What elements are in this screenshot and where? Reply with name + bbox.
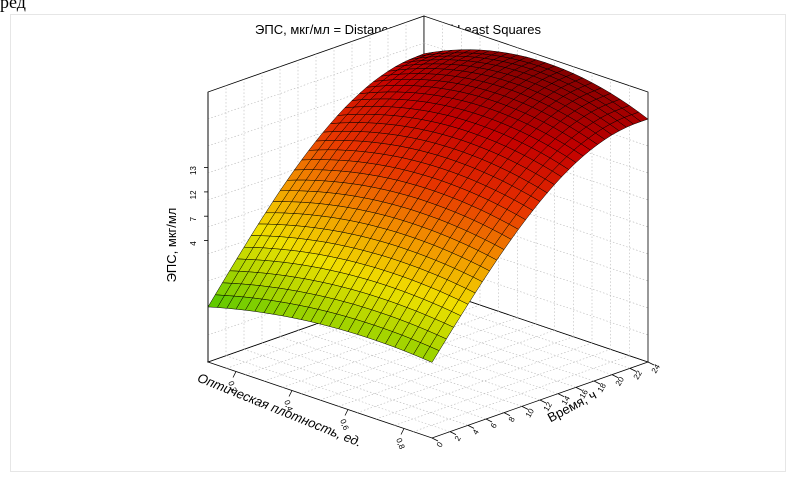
z-tick-label: 7 [189, 216, 198, 221]
z-axis-label: ЭПС, мкг/мл [164, 208, 179, 283]
grid-line [243, 349, 469, 426]
z-tick-label: 12 [189, 190, 198, 199]
grid-line [225, 355, 451, 432]
y-tick-label: 6 [489, 421, 499, 430]
y-tick [629, 367, 637, 372]
z-tick-label: 13 [189, 166, 198, 175]
y-tick [449, 431, 457, 436]
x-tick-label: 0,2 [226, 380, 238, 394]
y-tick-label: 4 [471, 427, 481, 436]
x-tick [400, 428, 405, 435]
y-tick [539, 399, 547, 404]
y-tick [647, 361, 655, 366]
grid-line [279, 336, 505, 413]
y-tick [467, 424, 475, 429]
x-tick [288, 390, 293, 397]
y-tick-label: 2 [453, 434, 463, 443]
y-tick [503, 412, 511, 417]
surface-mesh [207, 49, 649, 363]
z-tick-label: 4 [189, 241, 198, 246]
y-tick-label: 0 [435, 440, 445, 449]
y-tick [521, 405, 529, 410]
y-tick [485, 418, 493, 423]
x-tick-label: 0,6 [338, 418, 350, 432]
y-tick [611, 374, 619, 379]
surface-cell [207, 294, 225, 308]
top-text-fragment: ред [0, 0, 26, 12]
y-tick [575, 386, 583, 391]
x-tick-label: 0,8 [394, 437, 406, 451]
x-tick [232, 371, 237, 378]
grid-line [315, 323, 541, 401]
y-tick-label: 8 [507, 415, 517, 424]
x-tick [344, 409, 349, 416]
x-tick-label: 0,4 [282, 399, 294, 413]
y-tick [431, 437, 439, 442]
y-tick [593, 380, 601, 385]
y-tick [557, 393, 565, 398]
